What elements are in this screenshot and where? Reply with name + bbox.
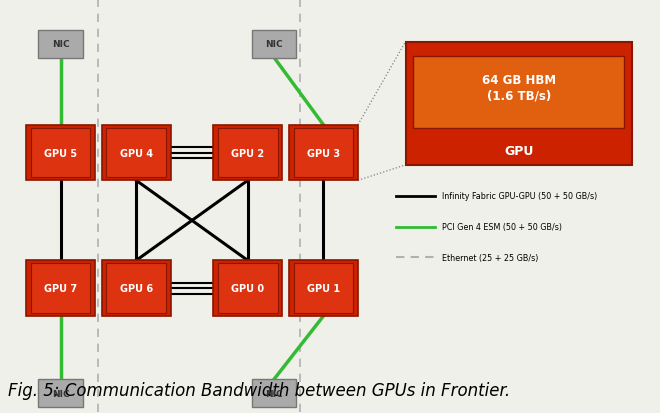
Text: NIC: NIC [51,40,69,49]
Text: Ethernet (25 + 25 GB/s): Ethernet (25 + 25 GB/s) [442,253,538,262]
Text: GPU 0: GPU 0 [231,284,265,294]
FancyBboxPatch shape [106,264,166,313]
FancyBboxPatch shape [289,261,358,316]
Text: GPU 2: GPU 2 [231,148,265,158]
Text: GPU 5: GPU 5 [44,148,77,158]
FancyBboxPatch shape [106,128,166,178]
FancyBboxPatch shape [38,379,83,407]
FancyBboxPatch shape [30,128,90,178]
FancyBboxPatch shape [30,264,90,313]
Text: GPU 1: GPU 1 [307,284,340,294]
FancyBboxPatch shape [413,57,624,128]
FancyBboxPatch shape [289,126,358,181]
Text: NIC: NIC [265,389,283,398]
FancyBboxPatch shape [218,128,278,178]
Text: Infinity Fabric GPU-GPU (50 + 50 GB/s): Infinity Fabric GPU-GPU (50 + 50 GB/s) [442,192,597,201]
FancyBboxPatch shape [26,126,95,181]
Text: GPU 7: GPU 7 [44,284,77,294]
FancyBboxPatch shape [102,261,171,316]
FancyBboxPatch shape [102,126,171,181]
Text: NIC: NIC [51,389,69,398]
FancyBboxPatch shape [218,264,278,313]
Text: PCI Gen 4 ESM (50 + 50 GB/s): PCI Gen 4 ESM (50 + 50 GB/s) [442,223,562,232]
Text: NIC: NIC [265,40,283,49]
FancyBboxPatch shape [294,264,353,313]
Text: GPU 3: GPU 3 [307,148,340,158]
FancyBboxPatch shape [294,128,353,178]
Text: Fig. 5: Communication Bandwidth between GPUs in Frontier.: Fig. 5: Communication Bandwidth between … [8,381,510,399]
FancyBboxPatch shape [252,379,296,407]
FancyBboxPatch shape [213,126,282,181]
Text: 64 GB HBM
(1.6 TB/s): 64 GB HBM (1.6 TB/s) [482,74,556,102]
Text: GPU 6: GPU 6 [119,284,152,294]
FancyBboxPatch shape [26,261,95,316]
Text: GPU: GPU [504,144,534,157]
FancyBboxPatch shape [38,31,83,58]
FancyBboxPatch shape [213,261,282,316]
FancyBboxPatch shape [252,31,296,58]
FancyBboxPatch shape [406,43,632,166]
Text: GPU 4: GPU 4 [119,148,152,158]
